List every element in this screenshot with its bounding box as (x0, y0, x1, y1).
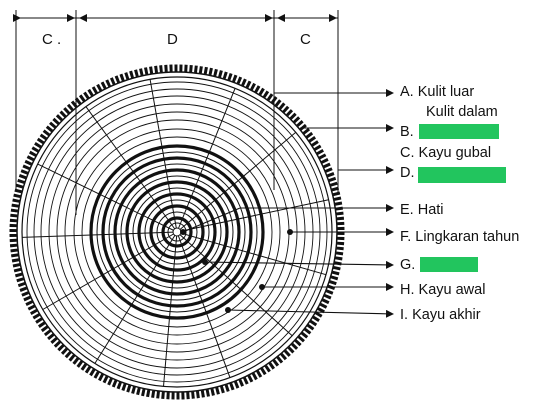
medullary-ray (22, 231, 178, 238)
growth-rings (26, 81, 328, 383)
dimension-label-right: C (300, 31, 311, 48)
medullary-ray (176, 231, 327, 276)
label-kayu-gubal: C. Kayu gubal (400, 145, 492, 161)
heartwood-ring (125, 180, 229, 284)
heartwood-ring (156, 211, 198, 253)
medullary-ray (176, 199, 329, 233)
leader-dots (180, 229, 293, 313)
heartwood-ring (137, 192, 217, 272)
pith (172, 227, 182, 237)
label-kayu-awal: H. Kayu awal (400, 282, 486, 298)
label-g: G. (400, 257, 416, 273)
medullary-ray (42, 231, 178, 310)
leader-arrows (182, 89, 394, 318)
medullary-ray (94, 231, 178, 364)
medullary-rays (22, 79, 329, 387)
label-kayu-akhir: I. Kayu akhir (400, 307, 481, 323)
medullary-ray (176, 231, 231, 378)
label-lingkaran-tahun: F. Lingkaran tahun (400, 229, 520, 245)
medullary-ray (37, 163, 178, 233)
heartwood-ring (120, 175, 234, 289)
sapwood-ring (81, 136, 273, 328)
medullary-ray (176, 132, 297, 233)
medullary-ray (85, 106, 178, 233)
medullary-ray (149, 79, 178, 233)
sapwood-ring (73, 128, 281, 336)
label-kulit-luar: A. Kulit luar (400, 84, 475, 100)
heartwood-ring (89, 144, 265, 320)
hidden-answer-g (420, 257, 478, 272)
medullary-ray (176, 231, 293, 337)
heartwood-ring (144, 199, 210, 265)
heartwood-ring (101, 156, 253, 308)
hidden-answer-b (419, 124, 499, 139)
heartwood-ring (113, 168, 241, 296)
hidden-answer-d (418, 167, 506, 183)
dimension-label-center: D (167, 31, 178, 48)
medullary-ray (176, 88, 236, 233)
heartwood-ring (149, 204, 205, 260)
heartwood-ring (96, 151, 258, 313)
heartwood-ring (108, 163, 246, 301)
label-kulit-dalam: Kulit dalam (426, 104, 498, 120)
label-hati: E. Hati (400, 202, 444, 218)
heartwood-ring (132, 187, 222, 277)
dimension-bar (13, 10, 339, 215)
medullary-ray (163, 231, 178, 387)
label-b: B. (400, 124, 414, 140)
label-d: D. (400, 165, 415, 181)
dimension-label-left: C . (42, 31, 62, 48)
